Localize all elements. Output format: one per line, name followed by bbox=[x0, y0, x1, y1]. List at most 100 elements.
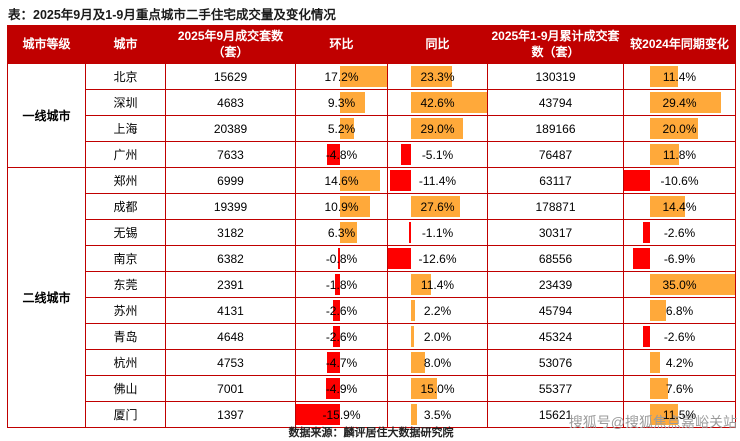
negative-bar bbox=[337, 248, 340, 269]
table-row: 苏州 4131 -2.6% 2.2% 45794 6.8% bbox=[8, 297, 736, 324]
pct-value: 9.3% bbox=[327, 95, 356, 110]
pct-value: -1.1% bbox=[421, 225, 454, 240]
vs-2024-cell: 7.6% bbox=[623, 375, 736, 402]
mom-cell: -1.8% bbox=[295, 271, 388, 298]
city-cell: 东莞 bbox=[85, 271, 166, 298]
table-row: 深圳 4683 9.3% 42.6% 43794 29.4% bbox=[8, 89, 736, 116]
pct-value: 3.5% bbox=[423, 407, 452, 422]
sep-units-cell: 2391 bbox=[165, 271, 296, 298]
positive-bar bbox=[649, 404, 678, 425]
yoy-cell: 23.3% bbox=[387, 63, 488, 90]
vs-2024-cell: -2.6% bbox=[623, 323, 736, 350]
pct-value: -2.6% bbox=[663, 329, 696, 344]
mom-cell: -15.9% bbox=[295, 401, 388, 428]
positive-bar bbox=[410, 326, 415, 347]
negative-bar bbox=[326, 378, 340, 399]
pct-value: 29.0% bbox=[420, 121, 455, 136]
vs-2024-cell: 29.4% bbox=[623, 89, 736, 116]
negative-bar bbox=[296, 404, 340, 425]
pct-value: 29.4% bbox=[662, 95, 697, 110]
table-row: 青岛 4648 -2.6% 2.0% 45324 -2.6% bbox=[8, 323, 736, 350]
table-row: 厦门 1397 -15.9% 3.5% 15621 11.5% bbox=[8, 401, 736, 428]
negative-bar bbox=[624, 170, 650, 191]
sep-units-cell: 19399 bbox=[165, 193, 296, 220]
table-row: 广州 7633 -4.8% -5.1% 76487 11.8% bbox=[8, 141, 736, 168]
mom-cell: 14.6% bbox=[295, 167, 388, 194]
table-body: 一线城市 北京 15629 17.2% 23.3% 130319 11.4% 深圳 4683 9.… bbox=[7, 63, 736, 428]
pct-value: -4.7% bbox=[325, 355, 358, 370]
vs-2024-cell: 6.8% bbox=[623, 297, 736, 324]
yoy-cell: 8.0% bbox=[387, 349, 488, 376]
city-cell: 青岛 bbox=[85, 323, 166, 350]
positive-bar bbox=[339, 92, 366, 113]
positive-bar bbox=[410, 274, 432, 295]
positive-bar bbox=[649, 118, 699, 139]
yoy-cell: 15.0% bbox=[387, 375, 488, 402]
column-header-cum-units: 2025年1-9月累计成交套数（套） bbox=[487, 25, 624, 64]
city-cell: 佛山 bbox=[85, 375, 166, 402]
positive-bar bbox=[649, 144, 679, 165]
city-cell: 苏州 bbox=[85, 297, 166, 324]
yoy-cell: 11.4% bbox=[387, 271, 488, 298]
negative-bar bbox=[326, 352, 340, 373]
column-header-vs-2024: 较2024年同期变化 bbox=[623, 25, 736, 64]
data-source: 数据来源：麟评居住大数据研究院 bbox=[288, 427, 454, 439]
yoy-cell: 27.6% bbox=[387, 193, 488, 220]
cum-units-cell: 189166 bbox=[487, 115, 624, 142]
positive-bar bbox=[410, 404, 417, 425]
pct-value: 7.6% bbox=[665, 381, 694, 396]
pct-value: 27.6% bbox=[420, 199, 455, 214]
mom-cell: 10.9% bbox=[295, 193, 388, 220]
yoy-cell: 2.2% bbox=[387, 297, 488, 324]
pct-value: -2.6% bbox=[325, 303, 358, 318]
negative-bar bbox=[332, 326, 340, 347]
negative-bar bbox=[326, 144, 340, 165]
cum-units-cell: 45794 bbox=[487, 297, 624, 324]
vs-2024-cell: -2.6% bbox=[623, 219, 736, 246]
table-row: 二线城市 郑州 6999 14.6% -11.4% 63117 -10.6% bbox=[7, 167, 736, 428]
pct-value: -4.8% bbox=[325, 147, 358, 162]
mom-cell: -0.8% bbox=[295, 245, 388, 272]
city-cell: 深圳 bbox=[85, 89, 166, 116]
mom-cell: 9.3% bbox=[295, 89, 388, 116]
pct-value: 8.0% bbox=[423, 355, 452, 370]
table-row: 成都 19399 10.9% 27.6% 178871 14.4% bbox=[8, 193, 736, 220]
vs-2024-cell: 11.8% bbox=[623, 141, 736, 168]
sep-units-cell: 6382 bbox=[165, 245, 296, 272]
tier-cell: 一线城市 bbox=[7, 63, 86, 168]
negative-bar bbox=[401, 144, 411, 165]
pct-value: 10.9% bbox=[324, 199, 359, 214]
negative-bar bbox=[643, 222, 650, 243]
negative-bar bbox=[388, 248, 411, 269]
negative-bar bbox=[334, 274, 340, 295]
column-header-sep-units: 2025年9月成交套数（套） bbox=[165, 25, 296, 64]
yoy-cell: 29.0% bbox=[387, 115, 488, 142]
city-cell: 郑州 bbox=[85, 167, 166, 194]
cum-units-cell: 76487 bbox=[487, 141, 624, 168]
city-cell: 成都 bbox=[85, 193, 166, 220]
column-header-mom: 环比 bbox=[295, 25, 388, 64]
vs-2024-cell: 14.4% bbox=[623, 193, 736, 220]
pct-value: 14.4% bbox=[662, 199, 697, 214]
pct-value: 20.0% bbox=[662, 121, 697, 136]
positive-bar bbox=[410, 196, 461, 217]
sep-units-cell: 7001 bbox=[165, 375, 296, 402]
positive-bar bbox=[649, 300, 667, 321]
vs-2024-cell: 11.5% bbox=[623, 401, 736, 428]
cum-units-cell: 130319 bbox=[487, 63, 624, 90]
column-header-city: 城市 bbox=[85, 25, 166, 64]
vs-2024-cell: 20.0% bbox=[623, 115, 736, 142]
negative-bar bbox=[408, 222, 411, 243]
pct-value: 2.0% bbox=[423, 329, 452, 344]
positive-bar bbox=[339, 222, 358, 243]
pct-value: -5.1% bbox=[421, 147, 454, 162]
vs-2024-cell: 35.0% bbox=[623, 271, 736, 298]
city-cell: 南京 bbox=[85, 245, 166, 272]
mom-cell: 17.2% bbox=[295, 63, 388, 90]
sep-units-cell: 1397 bbox=[165, 401, 296, 428]
positive-bar bbox=[649, 66, 678, 87]
positive-bar bbox=[649, 92, 722, 113]
data-table: 城市等级 城市 2025年9月成交套数（套） 环比 同比 2025年1-9月累计… bbox=[7, 25, 736, 428]
positive-bar bbox=[410, 378, 438, 399]
sep-units-cell: 7633 bbox=[165, 141, 296, 168]
